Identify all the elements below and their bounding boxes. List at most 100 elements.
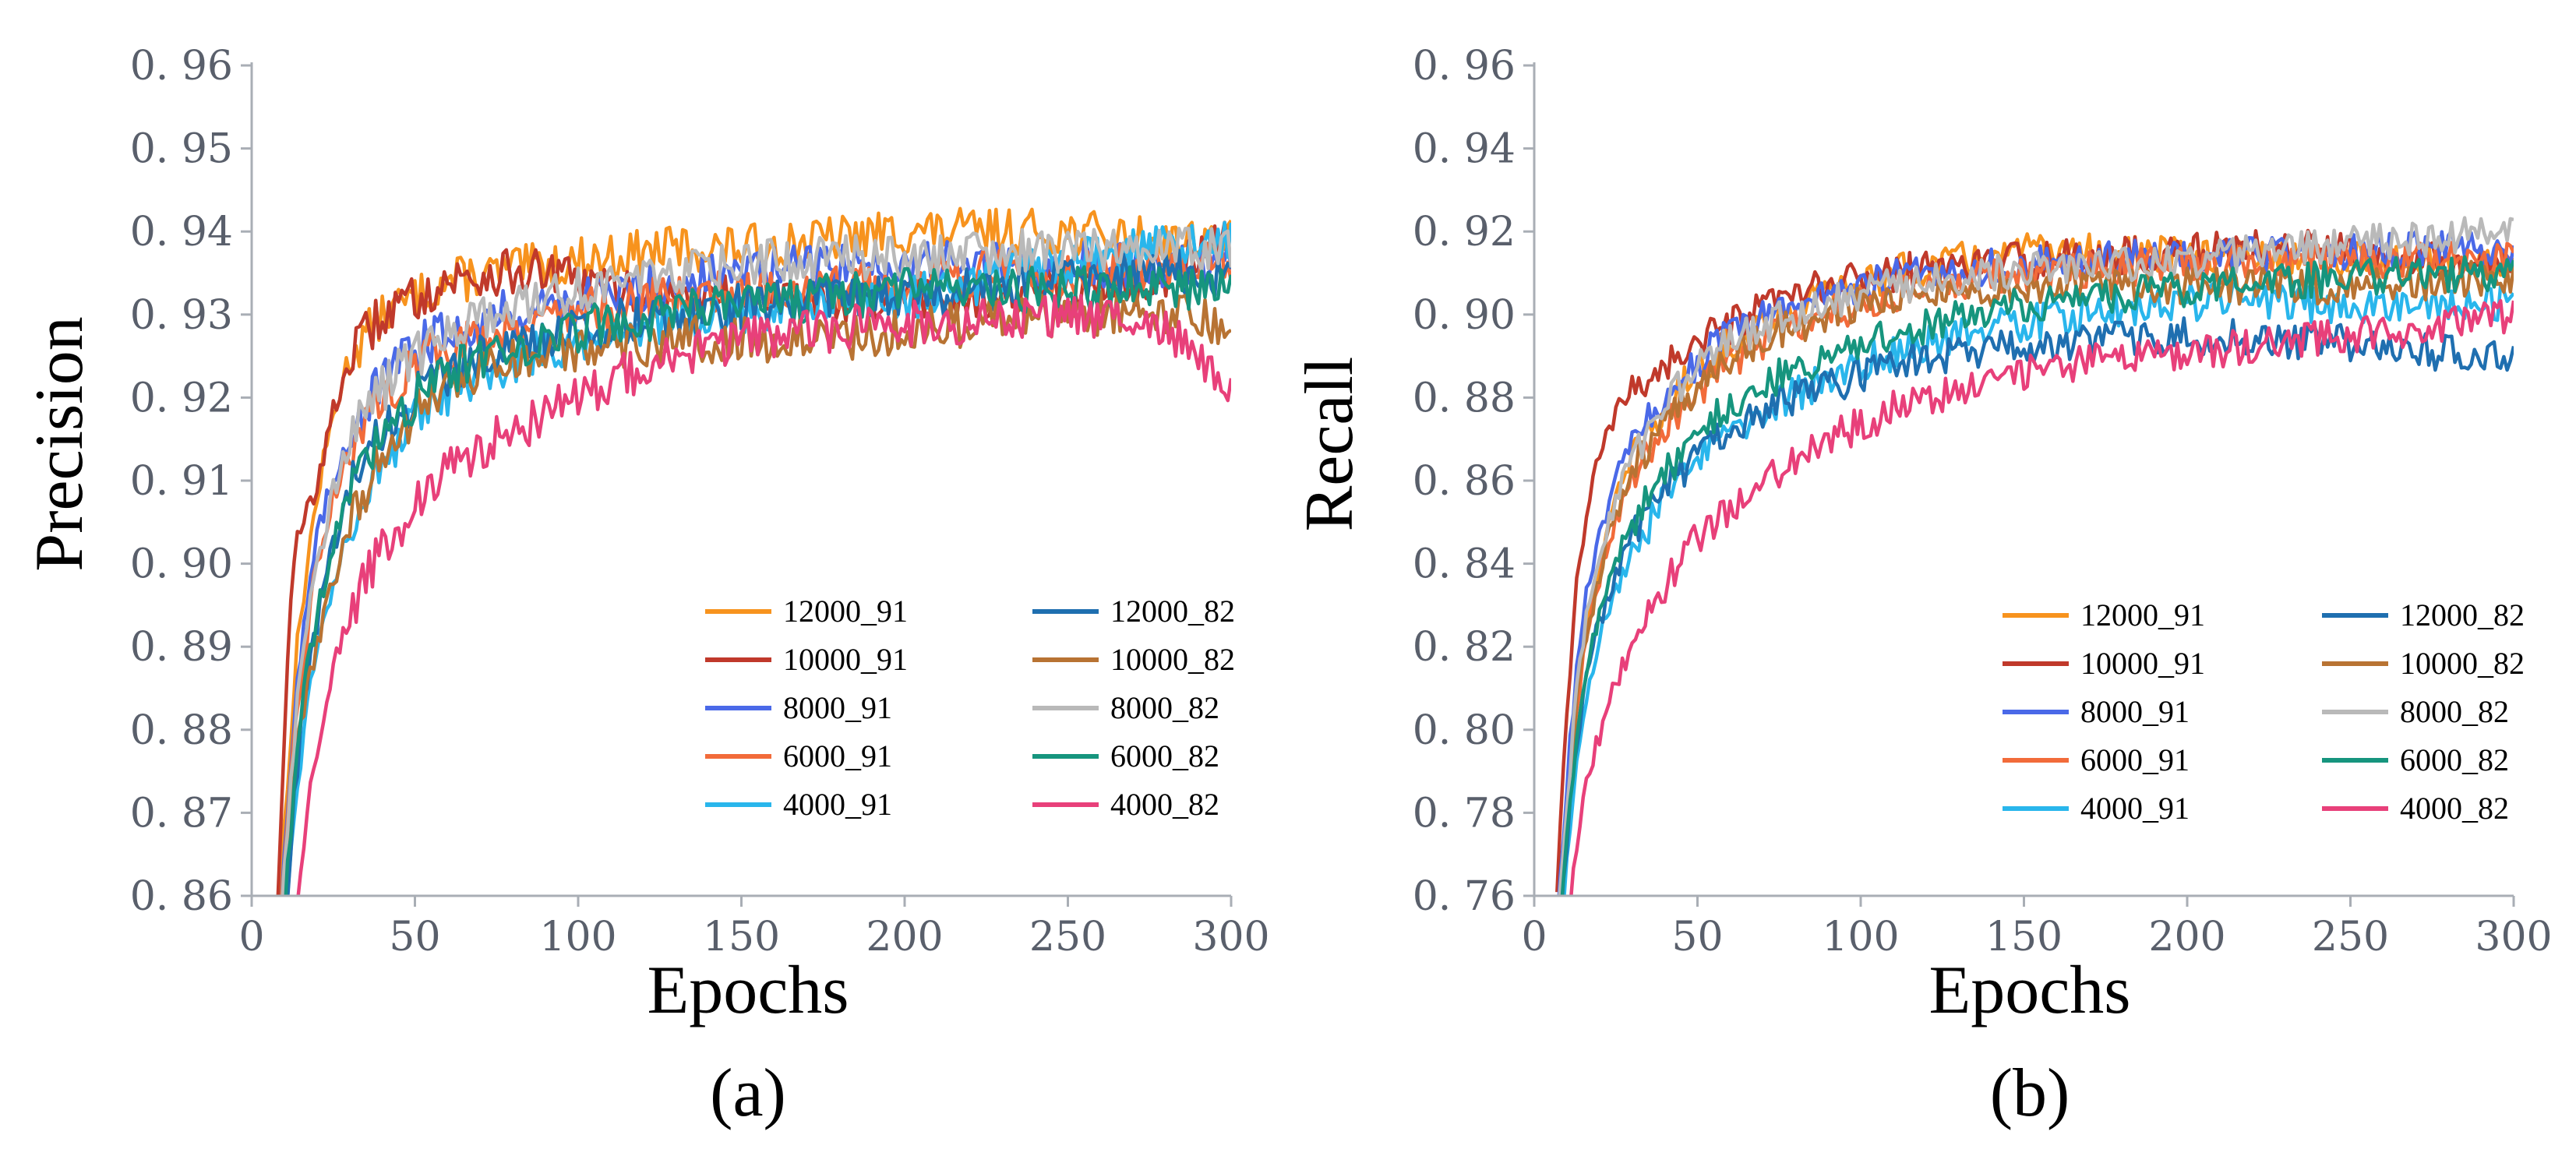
precision-x-tick-label: 250 [1029, 914, 1106, 960]
recall-legend: 12000_91 10000_91 8000_91 6000_91 4000_91 120… [2003, 597, 2525, 826]
recall-x-tick-label: 150 [1985, 914, 2063, 960]
legend-label: 6000_82 [2400, 742, 2509, 777]
legend-label: 8000_91 [2080, 694, 2190, 729]
legend-label: 8000_82 [2400, 694, 2509, 729]
legend-item-10000_82: 10000_82 [2322, 646, 2525, 681]
legend-label: 10000_82 [1110, 642, 1235, 677]
precision-y-tick-label: 0. 87 [130, 790, 233, 837]
legend-label: 4000_82 [1110, 787, 1219, 822]
recall-y-tick-label: 0. 76 [1413, 873, 1516, 920]
precision-y-tick-label: 0. 91 [130, 458, 233, 505]
legend-item-10000_91: 10000_91 [705, 642, 908, 677]
precision-y-tick-label: 0. 90 [130, 541, 233, 588]
legend-item-4000_82: 4000_82 [1032, 787, 1219, 822]
series-line-8000_82 [281, 227, 1231, 896]
precision-x-tick-label: 50 [389, 914, 440, 960]
recall-x-ticks: 0 50 100 150 200 250 300 [1521, 896, 2553, 960]
precision-y-tick-label: 0. 95 [130, 126, 233, 173]
legend-item-4000_91: 4000_91 [705, 787, 892, 822]
series-line-4000_82 [296, 294, 1231, 896]
legend-label: 12000_82 [1110, 594, 1235, 629]
precision-y-tick-label: 0. 96 [130, 43, 233, 90]
precision-y-tick-label: 0. 92 [130, 375, 233, 421]
series-line-8000_82 [1558, 216, 2514, 896]
legend-item-6000_82: 6000_82 [2322, 742, 2509, 777]
precision-legend: 12000_91 10000_91 8000_91 6000_91 4000_91 120… [705, 594, 1235, 822]
legend-label: 10000_91 [2080, 646, 2205, 681]
legend-label: 6000_91 [783, 738, 892, 774]
recall-y-tick-label: 0. 90 [1413, 292, 1516, 339]
legend-item-12000_91: 12000_91 [705, 594, 908, 629]
recall-y-ticks: 0. 76 0. 78 0. 80 0. 82 0. 84 0. 86 0. 88 0. 90… [1413, 43, 1534, 920]
legend-label: 8000_91 [783, 690, 892, 725]
precision-x-tick-label: 200 [866, 914, 943, 960]
recall-y-tick-label: 0. 84 [1413, 541, 1516, 588]
legend-label: 10000_82 [2400, 646, 2525, 681]
precision-x-tick-label: 150 [703, 914, 780, 960]
legend-item-8000_91: 8000_91 [2003, 694, 2190, 729]
precision-y-axis-label: Precision [22, 316, 97, 572]
recall-x-tick-label: 50 [1671, 914, 1723, 960]
precision-x-ticks: 0 50 100 150 200 250 300 [238, 896, 1270, 960]
recall-x-tick-label: 300 [2475, 914, 2552, 960]
legend-label: 12000_91 [2080, 597, 2205, 633]
precision-x-axis-label: Epochs [647, 953, 849, 1028]
legend-item-6000_82: 6000_82 [1032, 738, 1219, 774]
series-line-8000_91 [1557, 228, 2514, 896]
legend-label: 10000_91 [783, 642, 908, 677]
precision-x-tick-label: 0 [238, 914, 264, 960]
legend-label: 6000_82 [1110, 738, 1219, 774]
panel-b-caption: (b) [1990, 1056, 2070, 1131]
precision-chart-panel: 0 50 100 150 200 250 300 0. 860. 870. 880. 890… [22, 43, 1270, 1131]
legend-item-12000_82: 12000_82 [1032, 594, 1235, 629]
recall-y-tick-label: 0. 94 [1413, 126, 1516, 173]
recall-y-tick-label: 0. 82 [1413, 624, 1516, 671]
series-line-6000_82 [1560, 255, 2514, 896]
recall-y-tick-label: 0. 88 [1413, 375, 1516, 421]
legend-item-8000_82: 8000_82 [2322, 694, 2509, 729]
precision-y-tick-label: 0. 86 [130, 873, 233, 920]
legend-label: 12000_91 [783, 594, 908, 629]
legend-label: 8000_82 [1110, 690, 1219, 725]
recall-y-tick-label: 0. 92 [1413, 209, 1516, 256]
series-line-10000_82 [283, 290, 1231, 896]
precision-x-tick-label: 300 [1192, 914, 1269, 960]
precision-y-tick-label: 0. 94 [130, 209, 233, 256]
legend-item-6000_91: 6000_91 [2003, 742, 2190, 777]
recall-x-tick-label: 0 [1521, 914, 1547, 960]
recall-y-tick-label: 0. 86 [1413, 458, 1516, 505]
precision-series-layer [276, 206, 1231, 896]
legend-label: 6000_91 [2080, 742, 2190, 777]
series-line-4000_82 [1569, 298, 2514, 896]
recall-chart-panel: 0 50 100 150 200 250 300 0. 760. 780. 800. 820… [1292, 43, 2553, 1131]
recall-series-layer [1555, 216, 2514, 896]
precision-y-ticks: 0. 86 0. 87 0. 88 0. 89 0. 90 0. 91 0. 92 0. 93… [130, 43, 252, 920]
legend-item-12000_82: 12000_82 [2322, 597, 2525, 633]
recall-y-tick-label: 0. 78 [1413, 790, 1516, 837]
series-line-12000_82 [1560, 316, 2514, 896]
precision-y-tick-label: 0. 89 [130, 624, 233, 671]
legend-item-4000_82: 4000_82 [2322, 791, 2509, 826]
legend-item-8000_91: 8000_91 [705, 690, 892, 725]
recall-y-tick-label: 0. 96 [1413, 43, 1516, 90]
precision-y-tick-label: 0. 88 [130, 707, 233, 754]
recall-x-axis-label: Epochs [1928, 953, 2130, 1028]
recall-x-tick-label: 100 [1822, 914, 1899, 960]
legend-item-10000_91: 10000_91 [2003, 646, 2205, 681]
legend-item-4000_91: 4000_91 [2003, 791, 2190, 826]
recall-y-axis-label: Recall [1292, 357, 1367, 532]
legend-label: 4000_82 [2400, 791, 2509, 826]
recall-x-tick-label: 200 [2148, 914, 2225, 960]
legend-item-12000_91: 12000_91 [2003, 597, 2205, 633]
legend-item-10000_82: 10000_82 [1032, 642, 1235, 677]
precision-x-tick-label: 100 [539, 914, 616, 960]
series-line-6000_82 [284, 265, 1231, 896]
legend-item-8000_82: 8000_82 [1032, 690, 1219, 725]
recall-y-tick-label: 0. 80 [1413, 707, 1516, 754]
panel-a-caption: (a) [710, 1056, 786, 1131]
legend-label: 12000_82 [2400, 597, 2525, 633]
legend-label: 4000_91 [2080, 791, 2190, 826]
series-line-10000_82 [1558, 259, 2514, 896]
precision-y-tick-label: 0. 93 [130, 292, 233, 339]
